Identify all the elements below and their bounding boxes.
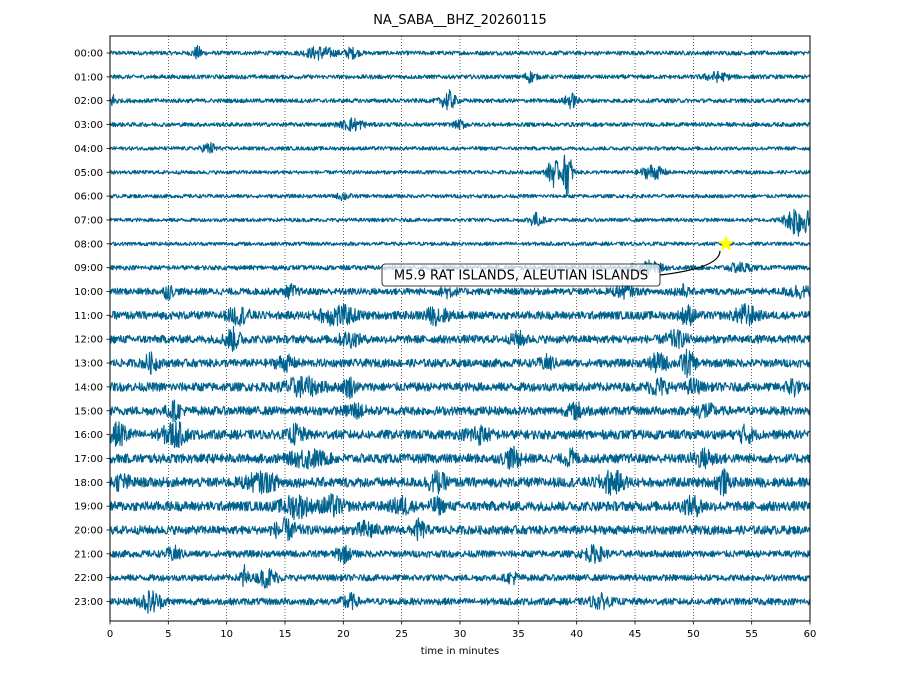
x-tick-label: 40 [570,629,583,640]
trace-1300 [109,348,811,379]
y-tick-label: 09:00 [74,263,103,274]
y-tick-label: 19:00 [74,502,103,513]
y-tick-label: 00:00 [74,49,103,60]
y-tick-label: 20:00 [74,526,103,537]
y-tick-label: 14:00 [74,382,103,393]
y-tick-label: 16:00 [74,430,103,441]
x-tick-label: 35 [512,629,525,640]
x-tick-label: 30 [454,629,467,640]
trace-1500 [109,399,811,423]
trace-0300 [109,117,811,132]
trace-1000 [109,282,811,301]
y-tick-label: 23:00 [74,597,103,608]
y-tick-label: 12:00 [74,335,103,346]
x-tick-label: 50 [687,629,700,640]
y-tick-label: 04:00 [74,144,103,155]
trace-1200 [109,325,811,352]
y-tick-label: 21:00 [74,549,103,560]
y-tick-label: 22:00 [74,573,103,584]
trace-0500 [109,154,811,197]
trace-0700 [109,208,811,237]
trace-2000 [109,517,811,542]
trace-0200 [109,89,811,111]
y-tick-label: 08:00 [74,239,103,250]
trace-0000 [109,44,811,61]
trace-1100 [109,302,811,327]
trace-0100 [109,70,811,84]
y-tick-label: 07:00 [74,215,103,226]
x-tick-label: 0 [107,629,113,640]
x-tick-label: 60 [804,629,817,640]
y-tick-label: 02:00 [74,96,103,107]
chart-title: NA_SABA__BHZ_20260115 [373,13,547,28]
trace-0800 [109,241,811,247]
x-tick-label: 20 [337,629,350,640]
x-tick-label: 55 [745,629,758,640]
event-annotation: M5.9 RAT ISLANDS, ALEUTIAN ISLANDS [381,235,735,287]
trace-0400 [109,141,811,154]
trace-1600 [109,421,811,449]
event-star-marker [717,235,735,251]
y-tick-label: 10:00 [74,287,103,298]
x-tick-label: 10 [220,629,233,640]
x-tick-label: 5 [165,629,171,640]
y-axis: 00:00 01:00 02:00 03:00 04:00 05:00 06:00 07:00… [74,49,110,608]
x-tick-label: 25 [395,629,408,640]
x-tick-label: 15 [279,629,292,640]
trace-1900 [109,493,811,521]
event-label-box [381,263,661,287]
trace-1400 [109,375,811,400]
trace-0600 [109,192,811,202]
y-tick-label: 01:00 [74,72,103,83]
x-tick-label: 45 [629,629,642,640]
y-tick-label: 15:00 [74,406,103,417]
y-tick-label: 03:00 [74,120,103,131]
trace-1700 [109,445,811,470]
event-arrow [659,250,721,276]
y-tick-label: 06:00 [74,192,103,203]
y-tick-label: 18:00 [74,478,103,489]
trace-2200 [109,563,811,589]
trace-2100 [109,544,811,565]
y-tick-label: 13:00 [74,359,103,370]
y-tick-label: 05:00 [74,168,103,179]
y-tick-label: 17:00 [74,454,103,465]
x-axis: 0 5 10 15 20 25 30 35 40 45 50 55 60 [107,621,817,640]
x-axis-label: time in minutes [421,646,500,657]
trace-1800 [109,468,811,497]
y-tick-label: 11:00 [74,311,103,322]
trace-2300 [109,590,811,614]
event-label: M5.9 RAT ISLANDS, ALEUTIAN ISLANDS [394,269,648,284]
